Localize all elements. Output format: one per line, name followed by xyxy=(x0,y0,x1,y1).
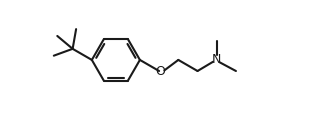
Text: N: N xyxy=(212,53,221,66)
Text: O: O xyxy=(156,65,166,77)
